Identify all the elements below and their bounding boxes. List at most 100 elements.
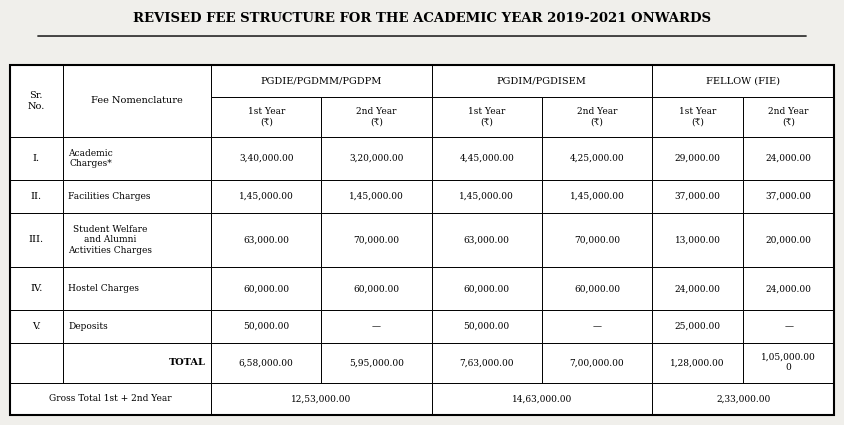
- Text: Deposits: Deposits: [68, 322, 108, 331]
- Bar: [431, 382, 652, 415]
- Text: Hostel Charges: Hostel Charges: [68, 284, 139, 293]
- Bar: [743, 97, 834, 137]
- Bar: [10, 65, 62, 137]
- Text: 1st Year
(₹): 1st Year (₹): [247, 108, 285, 127]
- Bar: [322, 310, 431, 343]
- Text: 29,000.00: 29,000.00: [674, 154, 721, 163]
- Text: 60,000.00: 60,000.00: [354, 284, 399, 293]
- Bar: [743, 213, 834, 267]
- Bar: [211, 382, 431, 415]
- Text: 24,000.00: 24,000.00: [674, 284, 721, 293]
- Bar: [211, 65, 431, 97]
- Text: 60,000.00: 60,000.00: [463, 284, 510, 293]
- Text: 3,40,000.00: 3,40,000.00: [239, 154, 294, 163]
- Bar: [211, 97, 322, 137]
- Bar: [652, 382, 834, 415]
- Text: 1st Year
(₹): 1st Year (₹): [679, 108, 717, 127]
- Text: III.: III.: [29, 235, 44, 244]
- Bar: [743, 137, 834, 180]
- Bar: [652, 213, 743, 267]
- Bar: [431, 180, 542, 213]
- Text: 50,000.00: 50,000.00: [243, 322, 289, 331]
- Bar: [322, 213, 431, 267]
- Bar: [211, 343, 322, 382]
- Bar: [542, 97, 652, 137]
- Text: Fee Nomenclature: Fee Nomenclature: [91, 96, 182, 105]
- Text: 2nd Year
(₹): 2nd Year (₹): [576, 108, 617, 127]
- Bar: [10, 65, 834, 415]
- Text: 24,000.00: 24,000.00: [766, 284, 812, 293]
- Bar: [542, 180, 652, 213]
- Bar: [62, 213, 211, 267]
- Text: II.: II.: [30, 192, 41, 201]
- Text: Sr.
No.: Sr. No.: [28, 91, 45, 110]
- Bar: [743, 180, 834, 213]
- Bar: [10, 382, 211, 415]
- Text: 2nd Year
(₹): 2nd Year (₹): [356, 108, 397, 127]
- Text: 24,000.00: 24,000.00: [766, 154, 812, 163]
- Text: 2nd Year
(₹): 2nd Year (₹): [768, 108, 809, 127]
- Text: 1,45,000.00: 1,45,000.00: [459, 192, 514, 201]
- Text: 37,000.00: 37,000.00: [674, 192, 721, 201]
- Bar: [431, 343, 542, 382]
- Text: 1,05,000.00
0: 1,05,000.00 0: [761, 353, 816, 372]
- Text: —: —: [784, 322, 793, 331]
- Bar: [10, 213, 62, 267]
- Text: 1,45,000.00: 1,45,000.00: [570, 192, 625, 201]
- Bar: [542, 267, 652, 310]
- Bar: [322, 267, 431, 310]
- Bar: [652, 343, 743, 382]
- Bar: [542, 213, 652, 267]
- Text: IV.: IV.: [30, 284, 42, 293]
- Text: I.: I.: [33, 154, 40, 163]
- Text: 50,000.00: 50,000.00: [463, 322, 510, 331]
- Bar: [542, 137, 652, 180]
- Text: Gross Total 1st + 2nd Year: Gross Total 1st + 2nd Year: [49, 394, 172, 403]
- Bar: [62, 65, 211, 137]
- Text: 25,000.00: 25,000.00: [674, 322, 721, 331]
- Bar: [62, 180, 211, 213]
- Text: Student Welfare
and Alumni
Activities Charges: Student Welfare and Alumni Activities Ch…: [68, 225, 153, 255]
- Text: 63,000.00: 63,000.00: [463, 235, 510, 244]
- Bar: [431, 267, 542, 310]
- Bar: [431, 310, 542, 343]
- Text: 1,45,000.00: 1,45,000.00: [239, 192, 294, 201]
- Text: FELLOW (FIE): FELLOW (FIE): [706, 76, 780, 85]
- Bar: [10, 310, 62, 343]
- Text: 60,000.00: 60,000.00: [243, 284, 289, 293]
- Bar: [652, 97, 743, 137]
- Bar: [10, 343, 62, 382]
- Text: 1,28,000.00: 1,28,000.00: [670, 358, 725, 367]
- Bar: [62, 267, 211, 310]
- Bar: [652, 65, 834, 97]
- Text: PGDIE/PGDMM/PGDPM: PGDIE/PGDMM/PGDPM: [261, 76, 382, 85]
- Text: Academic
Charges*: Academic Charges*: [68, 149, 113, 168]
- Bar: [431, 97, 542, 137]
- Bar: [542, 343, 652, 382]
- Bar: [431, 213, 542, 267]
- Bar: [211, 137, 322, 180]
- Bar: [10, 180, 62, 213]
- Bar: [10, 65, 834, 415]
- Bar: [652, 180, 743, 213]
- Text: —: —: [372, 322, 381, 331]
- Text: 70,000.00: 70,000.00: [354, 235, 399, 244]
- Bar: [322, 137, 431, 180]
- Bar: [322, 343, 431, 382]
- Bar: [62, 310, 211, 343]
- Bar: [10, 267, 62, 310]
- Text: 70,000.00: 70,000.00: [574, 235, 620, 244]
- Bar: [431, 137, 542, 180]
- Text: 60,000.00: 60,000.00: [574, 284, 620, 293]
- Text: 1,45,000.00: 1,45,000.00: [349, 192, 403, 201]
- Text: 2,33,000.00: 2,33,000.00: [716, 394, 771, 403]
- Bar: [211, 310, 322, 343]
- Text: Facilities Charges: Facilities Charges: [68, 192, 151, 201]
- Bar: [652, 267, 743, 310]
- Text: 1st Year
(₹): 1st Year (₹): [468, 108, 506, 127]
- Bar: [62, 137, 211, 180]
- Bar: [211, 267, 322, 310]
- Bar: [62, 343, 211, 382]
- Text: 6,58,000.00: 6,58,000.00: [239, 358, 294, 367]
- Text: 4,45,000.00: 4,45,000.00: [459, 154, 514, 163]
